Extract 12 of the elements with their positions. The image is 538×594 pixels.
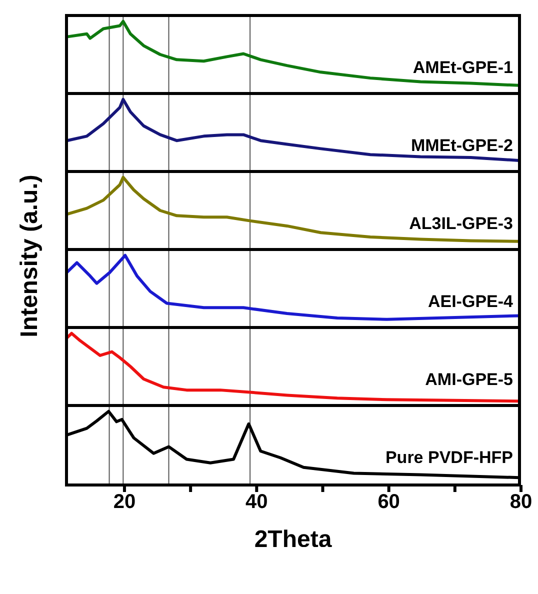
series-label: AEI-GPE-4 (428, 292, 513, 312)
series-label: AMEt-GPE-1 (412, 58, 513, 78)
x-tick-label: 20 (113, 491, 136, 514)
x-axis-title: 2Theta (254, 526, 332, 553)
y-axis-title: Intensity (a.u.) (16, 174, 44, 338)
x-tick-label: 80 (510, 491, 532, 514)
series-label: AL3IL-GPE-3 (409, 214, 513, 234)
x-tick-label: 60 (378, 491, 400, 514)
series-label: Pure PVDF-HFP (385, 448, 513, 468)
series-label: AMI-GPE-5 (425, 370, 513, 390)
x-tick-label: 40 (246, 491, 268, 514)
series-label: MMEt-GPE-2 (411, 136, 513, 156)
